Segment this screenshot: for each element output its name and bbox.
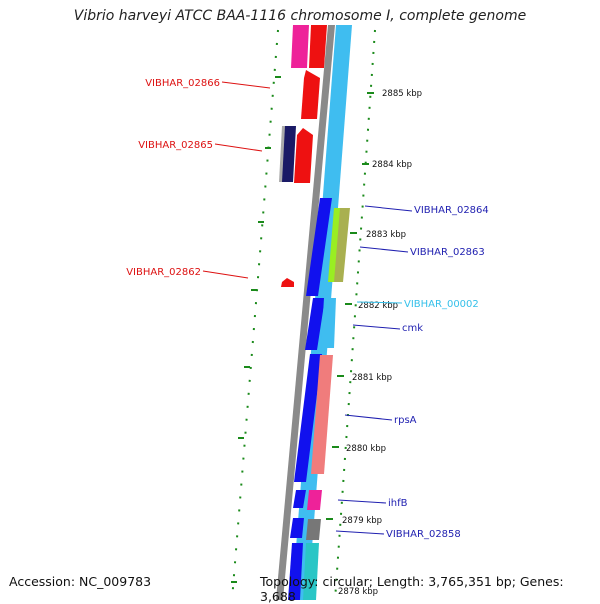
kbp-tick-label: 2879 kbp <box>342 516 382 526</box>
kbp-ticks <box>326 92 374 520</box>
feature-magenta-top <box>291 25 309 68</box>
feature-olive <box>334 208 350 282</box>
kbp-tick-label: 2881 kbp <box>352 373 392 383</box>
gene-label-forward: cmk <box>402 323 423 334</box>
feature-ihfB <box>307 490 322 510</box>
feature-vibhar-02858 <box>306 519 321 540</box>
kbp-tick-label: 2878 kbp <box>338 587 378 597</box>
feature-teal-bottom <box>303 543 319 600</box>
reverse-leader-lines <box>202 81 271 279</box>
gene-label-forward: VIBHAR_02864 <box>414 205 489 216</box>
inner-short-ticks <box>231 76 281 583</box>
kbp-tick-label: 2885 kbp <box>382 89 422 99</box>
forward-strand-features <box>303 208 350 600</box>
map-title: Vibrio harveyi ATCC BAA-1116 chromosome … <box>73 8 527 24</box>
forward-cds-blocks <box>288 198 332 600</box>
gene-label-reverse: VIBHAR_02862 <box>126 267 201 278</box>
feature-vibhar-02865 <box>294 128 313 183</box>
gene-label-forward: VIBHAR_02863 <box>410 247 485 258</box>
feature-navy-stripe <box>282 126 296 182</box>
gene-label-reverse: VIBHAR_02865 <box>138 140 213 151</box>
kbp-tick-label: 2882 kbp <box>358 301 398 311</box>
feature-vibhar-00002 <box>321 298 336 348</box>
feature-red-top <box>309 25 327 68</box>
feature-rpsA <box>311 355 333 474</box>
inner-dotted-track <box>231 29 279 600</box>
feature-vibhar-02862 <box>281 278 294 287</box>
gene-label-reverse: VIBHAR_02866 <box>145 78 220 89</box>
kbp-tick-label: 2880 kbp <box>346 444 386 454</box>
gene-label-forward: VIBHAR_02858 <box>386 529 461 540</box>
kbp-tick-label: 2883 kbp <box>366 230 406 240</box>
feature-vibhar-02866 <box>301 70 320 119</box>
gene-label-forward: ihfB <box>388 498 408 509</box>
gene-label-forward: VIBHAR_00002 <box>404 299 479 310</box>
forward-leader-lines <box>335 205 413 535</box>
gene-labels: VIBHAR_02866 VIBHAR_02865 VIBHAR_02862 VIBH… <box>126 78 489 540</box>
kbp-tick-labels: 2885 kbp 2884 kbp 2883 kbp 2882 kbp 2881 kbp… <box>338 89 422 597</box>
gene-label-forward: rpsA <box>394 415 417 426</box>
kbp-tick-label: 2884 kbp <box>372 160 412 170</box>
genome-backbone <box>276 25 335 600</box>
reverse-strand-features <box>279 25 327 287</box>
accession-text: Accession: NC_009783 <box>9 574 152 589</box>
rna-leader-line <box>356 301 403 304</box>
